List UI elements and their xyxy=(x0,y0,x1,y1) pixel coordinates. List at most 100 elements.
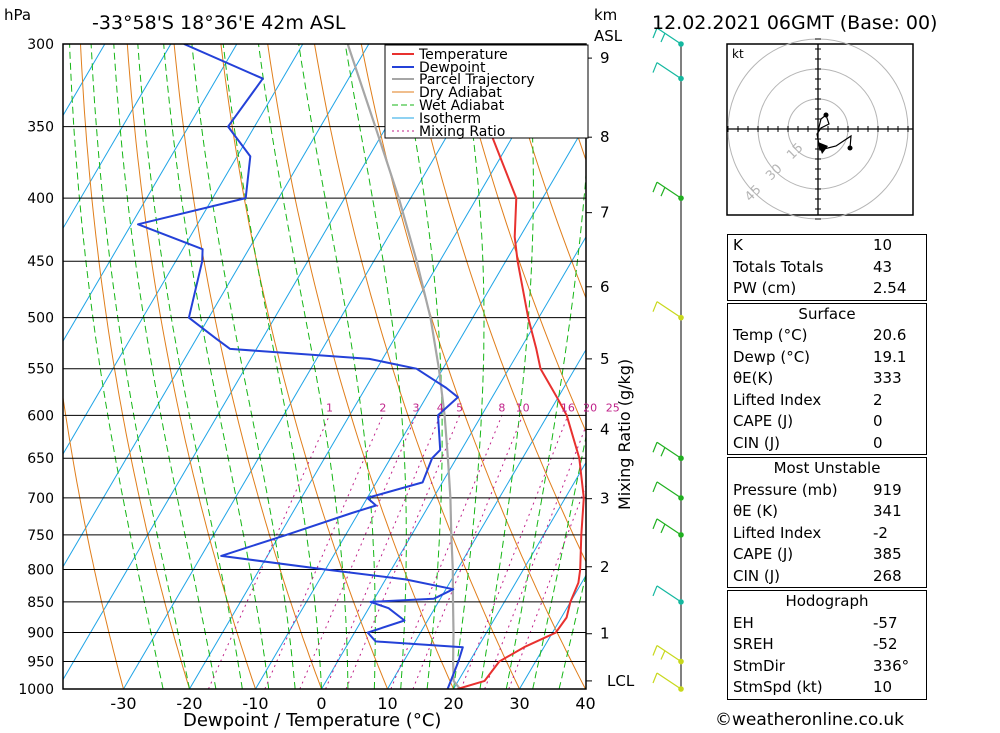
temperature-tick-label: 10 xyxy=(377,694,397,713)
dry-adiabat-line xyxy=(80,44,190,689)
wet-adiabat-line xyxy=(298,44,376,689)
temperature-line xyxy=(457,44,585,689)
km-tick-label: 2 xyxy=(600,558,610,576)
lcl-label: LCL xyxy=(607,672,635,690)
wind-barb xyxy=(652,181,684,201)
km-tick-label: 8 xyxy=(600,128,610,146)
temperature-tick-label: 0 xyxy=(316,694,326,713)
index-row-pw: PW (cm) 2.54 xyxy=(733,279,907,297)
pressure-tick-label: 400 xyxy=(27,191,54,207)
wind-barb xyxy=(652,672,684,692)
most-unstable-row: CIN (J) 268 xyxy=(733,566,902,585)
isotherm-line xyxy=(255,123,586,689)
wet-adiabat-line xyxy=(191,44,296,689)
legend-mixing-ratio: Mixing Ratio xyxy=(419,124,505,140)
dry-adiabat-line xyxy=(314,44,520,689)
km-tick-label: 6 xyxy=(600,278,610,296)
wind-barb xyxy=(652,27,684,47)
location-title: -33°58'S 18°36'E 42m ASL xyxy=(92,12,346,34)
pressure-unit: hPa xyxy=(4,6,31,24)
km-tick-label: 3 xyxy=(600,490,610,508)
hodograph-row: EH -57 xyxy=(733,613,898,632)
surface-row: Temp (°C) 20.6 xyxy=(733,326,907,344)
hodograph-row: SREH -52 xyxy=(733,635,898,653)
isotherm-line xyxy=(189,44,568,689)
dewpoint-line xyxy=(137,44,464,689)
most-unstable-row: Lifted Index -2 xyxy=(733,523,888,542)
wind-barb xyxy=(652,518,684,538)
isotherm-line xyxy=(519,574,586,689)
isotherm-line xyxy=(123,44,502,689)
mixing-ratio-line xyxy=(484,424,586,689)
isotherm-line xyxy=(387,348,586,689)
mixing-ratio-line xyxy=(412,415,524,689)
surface-row: CIN (J) 0 xyxy=(733,433,883,452)
stability-indices: K 10 Totals Totals 43 PW (cm) 2.54 xyxy=(727,234,927,301)
dry-adiabat-line xyxy=(173,44,322,689)
dry-adiabat-line xyxy=(501,44,586,300)
dry-adiabat-line xyxy=(454,44,586,433)
wind-barb xyxy=(652,481,684,501)
most-unstable-section: Most Unstable Pressure (mb) 919 θE (K) 341… xyxy=(727,457,927,588)
km-tick-label: 7 xyxy=(600,204,610,222)
temperature-tick-label: -10 xyxy=(242,694,268,713)
pressure-tick-label: 600 xyxy=(27,408,54,424)
pressure-tick-label: 950 xyxy=(27,655,54,671)
wet-adiabat-line xyxy=(137,44,243,689)
pressure-tick-label: 450 xyxy=(27,254,54,270)
credit-link[interactable]: ©weatheronline.co.uk xyxy=(715,710,905,730)
hodograph-title: Hodograph xyxy=(785,592,869,610)
mixing-ratio-line xyxy=(508,484,586,689)
most-unstable-row: θE (K) 341 xyxy=(733,502,902,520)
legend: Temperature Dewpoint Parcel Trajectory D… xyxy=(384,44,589,140)
mixing-ratio-line xyxy=(325,415,441,689)
temperature-tick-label: 20 xyxy=(443,694,463,713)
height-unit-asl: ASL xyxy=(594,27,623,45)
wind-barb xyxy=(652,645,684,665)
wet-adiabat-line xyxy=(69,44,164,689)
most-unstable-title: Most Unstable xyxy=(773,459,881,477)
wind-barb xyxy=(652,585,684,605)
x-axis-label: Dewpoint / Temperature (°C) xyxy=(183,710,441,731)
most-unstable-row: Pressure (mb) 919 xyxy=(733,480,902,499)
mixing-ratio-label: 10 xyxy=(516,401,530,414)
km-tick-label: 4 xyxy=(600,420,610,438)
mixing-ratio-label: 2 xyxy=(379,401,386,414)
hodograph-section: Hodograph EH -57 SREH -52 StmDir 336° StmSp… xyxy=(727,590,927,700)
wet-adiabat-line xyxy=(479,44,534,689)
legend-wet-adiabat: Wet Adiabat xyxy=(419,98,505,114)
hodograph-point xyxy=(823,112,829,118)
pressure-tick-label: 900 xyxy=(27,626,54,642)
wet-adiabat-line xyxy=(558,572,586,689)
mixing-ratio-label: 20 xyxy=(583,401,597,414)
mixing-ratio-axis-label: Mixing Ratio (g/kg) xyxy=(615,359,634,510)
hodograph-row: StmSpd (kt) 10 xyxy=(733,678,893,696)
most-unstable-row: CAPE (J) 385 xyxy=(733,545,902,563)
indices-table: K 10 Totals Totals 43 PW (cm) 2.54 Surface … xyxy=(727,234,927,702)
pressure-tick-label: 800 xyxy=(27,562,54,578)
hodograph-row: StmDir 336° xyxy=(733,656,910,675)
surface-title: Surface xyxy=(798,304,856,323)
mixing-ratio-label: 16 xyxy=(561,401,575,414)
hodograph-unit: kt xyxy=(732,47,744,61)
isotherm-line xyxy=(63,44,436,681)
legend-temperature: Temperature xyxy=(418,47,508,63)
wind-barb xyxy=(652,441,684,462)
mixing-ratio-label: 1 xyxy=(326,401,333,414)
dry-adiabat-line xyxy=(923,44,1000,689)
mixing-ratio-label: 8 xyxy=(498,401,505,414)
km-tick-label: 5 xyxy=(600,350,610,368)
legend-isotherm: Isotherm xyxy=(419,111,481,127)
mixing-ratio-label: 4 xyxy=(437,401,444,414)
dry-adiabat-line xyxy=(267,44,454,689)
temperature-tick-label: 30 xyxy=(509,694,529,713)
pressure-tick-label: 700 xyxy=(27,491,54,507)
wet-adiabat-line xyxy=(258,44,349,689)
pressure-tick-label: 1000 xyxy=(18,682,54,698)
surface-row: CAPE (J) 0 xyxy=(733,412,883,430)
pressure-tick-label: 300 xyxy=(27,37,54,53)
legend-dry-adiabat: Dry Adiabat xyxy=(419,85,502,101)
isotherm-line xyxy=(63,44,238,343)
isotherm-line xyxy=(321,235,586,689)
